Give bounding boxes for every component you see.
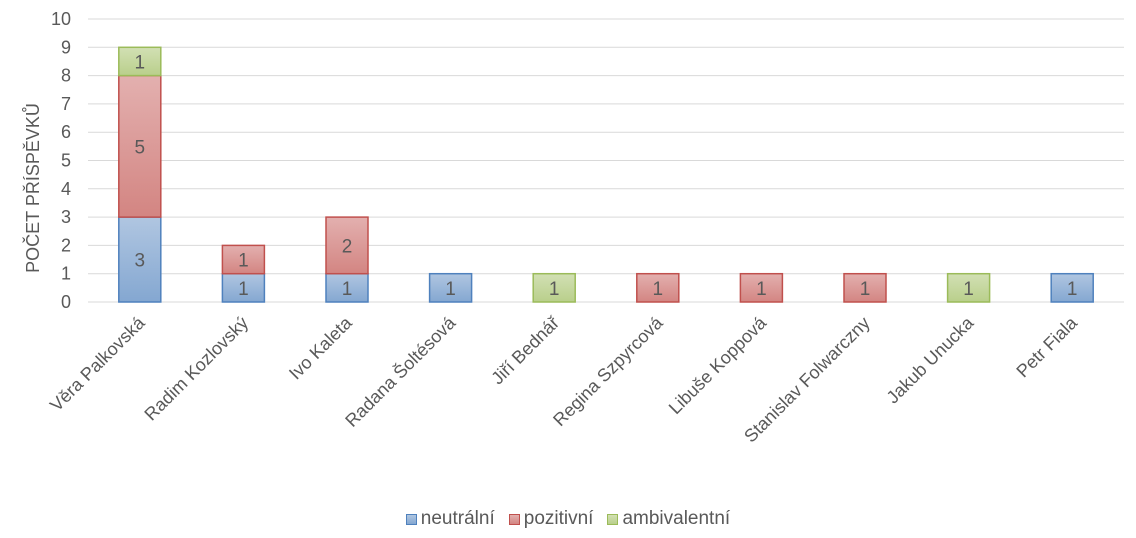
bar-segment — [221, 244, 266, 275]
data-label: 1 — [963, 279, 974, 300]
chart-plot: 0 1 2 3 4 5 6 7 8 9 10 3 5 1 1 1 1 2 1 1 1 1 1 1 1 Věra Palkovs… — [22, 9, 1124, 446]
legend-item-positive: pozitivní — [508, 508, 594, 530]
x-tick-label: Libuše Koppová — [665, 312, 771, 418]
legend-label-ambivalent: ambivalentní — [622, 508, 731, 529]
legend-item-neutral: neutrální — [405, 508, 495, 530]
x-tick-label: Petr Fiala — [1012, 312, 1081, 381]
bar-segment — [118, 216, 162, 303]
legend-swatch-neutral — [405, 513, 417, 525]
y-axis-title: POČET PŘÍSPĚVKŮ — [22, 103, 43, 273]
y-axis-ticks: 0 1 2 3 4 5 6 7 8 9 10 — [51, 9, 71, 312]
data-label: 1 — [238, 279, 249, 300]
bar-segment — [636, 272, 680, 303]
data-label: 5 — [135, 137, 146, 158]
data-label: 1 — [342, 279, 353, 300]
data-label: 1 — [756, 279, 767, 300]
legend-item-ambivalent: ambivalentní — [607, 508, 730, 530]
data-label: 1 — [653, 279, 664, 300]
y-tick-label: 10 — [51, 9, 71, 29]
bars — [118, 46, 1094, 303]
data-label: 1 — [238, 251, 249, 272]
x-tick-label: Ivo Kaleta — [285, 312, 356, 383]
data-label: 3 — [135, 251, 146, 272]
x-tick-label: Radana Šoltésová — [341, 311, 461, 431]
legend-swatch-positive — [508, 513, 520, 525]
y-tick-label: 2 — [61, 235, 71, 255]
y-tick-label: 5 — [61, 151, 71, 171]
x-tick-label: Jakub Unucka — [883, 312, 978, 407]
y-tick-label: 4 — [61, 179, 71, 199]
bar-segment — [1050, 272, 1094, 303]
legend-swatch-ambivalent — [607, 513, 619, 525]
y-tick-label: 0 — [61, 292, 71, 312]
bar-segment — [739, 272, 784, 303]
data-labels: 3 5 1 1 1 1 2 1 1 1 1 1 1 1 — [135, 52, 1078, 299]
legend-label-positive: pozitivní — [523, 508, 594, 529]
y-tick-label: 1 — [61, 264, 71, 284]
data-label: 1 — [135, 52, 146, 73]
legend-label-neutral: neutrální — [420, 508, 495, 529]
y-tick-label: 8 — [61, 66, 71, 86]
bar-segment — [428, 272, 473, 303]
bar-segment — [325, 216, 369, 275]
data-label: 1 — [860, 279, 871, 300]
x-tick-label: Jiří Bednář — [487, 312, 563, 388]
y-tick-label: 3 — [61, 207, 71, 227]
y-tick-label: 6 — [61, 122, 71, 142]
y-tick-label: 7 — [61, 94, 71, 114]
bar-segment — [532, 272, 576, 303]
x-tick-label: Regina Szpyrcová — [549, 312, 667, 430]
legend: neutrální pozitivní ambivalentní — [0, 508, 1136, 530]
y-tick-label: 9 — [61, 37, 71, 57]
bar-segment — [325, 272, 369, 303]
data-label: 1 — [549, 279, 560, 300]
x-tick-label: Věra Palkovská — [46, 312, 149, 415]
data-label: 1 — [1067, 279, 1078, 300]
bar-segment — [118, 46, 162, 77]
data-label: 1 — [445, 279, 456, 300]
bar-segment — [843, 272, 887, 303]
data-label: 2 — [342, 236, 353, 257]
x-tick-label: Radim Kozlovský — [140, 313, 252, 425]
bar-segment — [946, 272, 991, 303]
